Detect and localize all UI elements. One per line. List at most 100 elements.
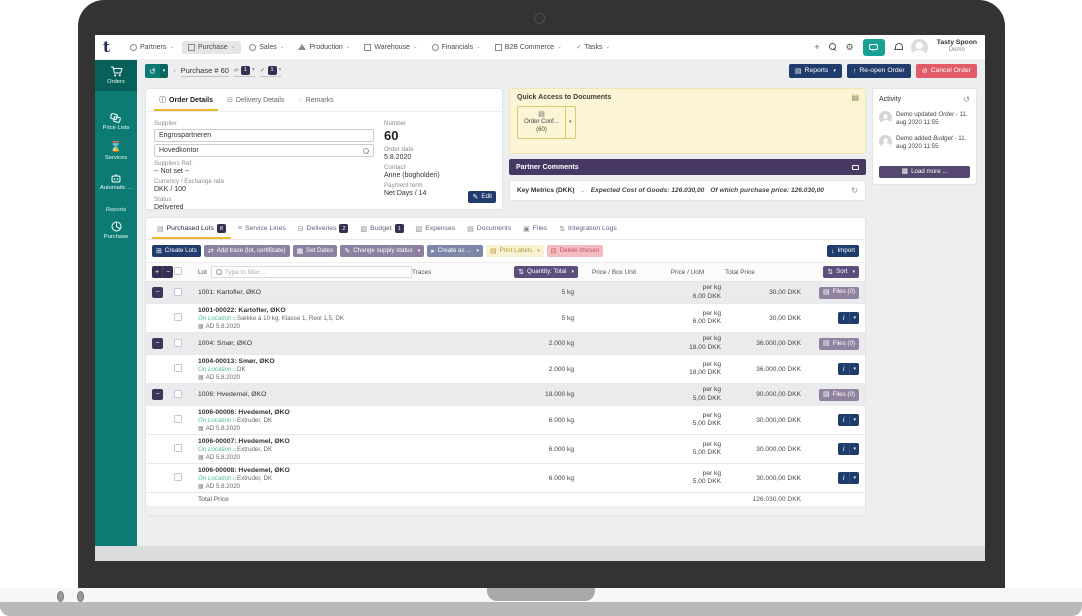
bell-icon[interactable] bbox=[893, 43, 903, 51]
lot-title[interactable]: 1006-00007: Hvedemel, ØKO bbox=[198, 437, 290, 445]
delete-chosen-button[interactable]: ⊟ Delete chosen bbox=[546, 245, 604, 257]
lot-title[interactable]: 1006-00008: Hvedemel, ØKO bbox=[198, 466, 290, 474]
row-checkbox[interactable] bbox=[174, 313, 182, 322]
create-as-button[interactable]: ▸ Create as ... ▾ bbox=[427, 245, 483, 257]
cancel-order-button[interactable]: ⊘ Cancel Order bbox=[915, 64, 977, 78]
sidebar-item-automatic[interactable]: Automatic ... bbox=[95, 167, 137, 197]
row-checkbox[interactable] bbox=[174, 444, 182, 453]
files-button[interactable]: ▤ Files (0) bbox=[819, 337, 859, 350]
import-button[interactable]: ↓ Import bbox=[826, 245, 859, 257]
user-menu[interactable]: Tasty Spoon Demo bbox=[936, 39, 977, 54]
row-checkbox[interactable] bbox=[174, 364, 182, 373]
edit-button[interactable]: ✎ Edit bbox=[468, 191, 496, 203]
row-checkbox[interactable] bbox=[174, 415, 182, 424]
sidebar-item-price-lists[interactable]: Price Lists bbox=[95, 107, 137, 137]
refresh-icon[interactable]: ↻ bbox=[851, 186, 858, 195]
trace-icon: ⇄ bbox=[207, 247, 214, 255]
tab-remarks[interactable]: ◌ Remarks bbox=[298, 96, 334, 104]
nav-item-tasks[interactable]: ✓ Tasks ⌄ bbox=[575, 43, 611, 51]
carousel-dot[interactable] bbox=[57, 591, 64, 602]
partner-comments-bar[interactable]: Partner Comments bbox=[509, 159, 866, 175]
row-checkbox[interactable] bbox=[174, 338, 182, 347]
load-more-button[interactable]: ▦ Load more ... bbox=[879, 165, 970, 178]
gear-icon[interactable]: ⚙ bbox=[845, 41, 854, 52]
link-badge: 1 bbox=[240, 65, 250, 75]
lot-title[interactable]: 1001-00022: Kartofler, ØKO bbox=[198, 306, 286, 314]
nav-item-sales[interactable]: Sales ⌄ bbox=[243, 41, 290, 54]
nav-item-production[interactable]: Production ⌄ bbox=[292, 41, 356, 54]
row-actions-button[interactable]: i ▾ bbox=[837, 443, 859, 456]
row-checkbox[interactable] bbox=[174, 473, 182, 482]
print-labels-button[interactable]: ▤ Print Labels ▾ bbox=[485, 245, 544, 257]
reopen-order-button[interactable]: ↑ Re-open Order bbox=[846, 64, 911, 78]
lot-title[interactable]: 1004: Smør, ØKO bbox=[198, 340, 253, 348]
breadcrumb[interactable]: Purchase # 60 bbox=[180, 65, 229, 77]
row-actions-button[interactable]: i ▾ bbox=[837, 414, 859, 427]
row-checkbox[interactable] bbox=[174, 287, 182, 296]
nav-item-warehouse[interactable]: Warehouse ⌄ bbox=[358, 41, 423, 54]
nav-item-purchase[interactable]: Purchase ⌄ bbox=[182, 40, 242, 54]
sort-button[interactable]: ⇅ Sort ▾ bbox=[823, 266, 859, 278]
expand-collapse-all-button[interactable]: + − bbox=[152, 266, 174, 278]
lot-title[interactable]: 1006-00006: Hvedemel, ØKO bbox=[198, 408, 290, 416]
chat-button[interactable] bbox=[862, 38, 885, 56]
tab-order-details[interactable]: ⓘ Order Details bbox=[154, 89, 218, 111]
tab-documents[interactable]: ▤ Documents bbox=[467, 225, 512, 233]
tab-integration-logs[interactable]: ⇅ Integration Logs bbox=[559, 225, 617, 233]
nav-item-b2b-commerce[interactable]: B2B Commerce ⌄ bbox=[489, 41, 568, 54]
sidebar-item-purchase[interactable]: Purchase bbox=[95, 215, 137, 246]
nav-item-financials[interactable]: Financials ⌄ bbox=[426, 41, 487, 54]
files-button[interactable]: ▤ Files (0) bbox=[819, 286, 859, 299]
search-icon[interactable] bbox=[828, 43, 837, 51]
row-actions-button[interactable]: i ▾ bbox=[837, 363, 859, 376]
brand-logo[interactable]: t bbox=[103, 38, 110, 56]
filter-input[interactable]: Type to filter ... bbox=[210, 266, 412, 278]
collapse-group-button[interactable]: − bbox=[152, 389, 163, 401]
undo-split-button[interactable]: ↺ ▾ bbox=[145, 64, 169, 78]
add-icon[interactable]: + bbox=[814, 41, 820, 52]
create-lots-button[interactable]: ⊞ Create Lots bbox=[152, 245, 201, 257]
add-trace-button[interactable]: ⇄ Add trace (lot, certificate) bbox=[203, 245, 290, 257]
nav-item-partners[interactable]: Partners ⌄ bbox=[124, 41, 180, 54]
row-actions-button[interactable]: i ▾ bbox=[837, 472, 859, 485]
document-icon: ▤ bbox=[467, 225, 474, 233]
cancel-icon: ⊘ bbox=[921, 67, 928, 75]
calendar-icon: ▦ bbox=[198, 323, 204, 330]
tab-files[interactable]: ▣ Files bbox=[523, 225, 548, 233]
user-avatar[interactable] bbox=[910, 38, 928, 56]
lot-title[interactable]: 1001: Kartofler, ØKO bbox=[198, 289, 262, 297]
tab-delivery-details[interactable]: ⊟ Delivery Details bbox=[226, 96, 285, 105]
linked-items-dropdown[interactable]: ∞ 1 ▾ bbox=[233, 65, 255, 77]
quantity-toggle-button[interactable]: ⇅ Quantity: Total ▾ bbox=[514, 266, 578, 278]
sidebar-item-services[interactable]: ⌛ Services bbox=[104, 142, 128, 162]
carousel-dot[interactable] bbox=[77, 591, 84, 602]
sidebar-item-orders[interactable]: Orders bbox=[95, 60, 137, 91]
tasks-dropdown[interactable]: ✓ 1 ▾ bbox=[259, 65, 282, 77]
tab-deliveries[interactable]: ⊟ Deliveries 2 bbox=[293, 218, 354, 239]
set-dates-button[interactable]: ▦ Set Dates bbox=[292, 245, 338, 257]
order-confirmation-button[interactable]: ▤ Order Conf... (60) ▾ bbox=[517, 106, 576, 139]
file-icon: ▤ bbox=[823, 340, 830, 348]
files-button[interactable]: ▤ Files (0) bbox=[819, 388, 859, 401]
document-icon[interactable]: ▤ bbox=[851, 93, 859, 102]
tab-expenses[interactable]: ▧ Expenses bbox=[415, 225, 456, 233]
collapse-group-button[interactable]: − bbox=[152, 287, 163, 299]
row-actions-button[interactable]: i ▾ bbox=[837, 312, 859, 325]
change-supply-status-button[interactable]: ✎ Change supply status ▾ bbox=[340, 245, 425, 257]
row-checkbox[interactable] bbox=[174, 389, 182, 398]
tab-purchased-lots[interactable]: ▤ Purchased Lots 8 bbox=[152, 218, 231, 239]
supplier-office-input[interactable]: Hovedkontor bbox=[154, 144, 374, 157]
total-price-cell: 30.000,00 DKK bbox=[756, 445, 801, 453]
reports-button[interactable]: ▤ Reports ▾ bbox=[788, 64, 842, 78]
collapse-group-button[interactable]: − bbox=[152, 338, 163, 350]
tab-service-lines[interactable]: ≡ Service Lines bbox=[237, 225, 286, 232]
sidebar-item-reports[interactable]: Reports bbox=[105, 207, 127, 213]
select-all-checkbox[interactable] bbox=[174, 267, 182, 275]
chevron-down-icon[interactable]: ⌄ bbox=[580, 187, 585, 194]
history-icon[interactable]: ↺ bbox=[963, 95, 970, 104]
tab-budget[interactable]: ▧ Budget 1 bbox=[355, 218, 408, 239]
lot-title[interactable]: 1006: Hvedemel, ØKO bbox=[198, 391, 267, 399]
warehouse-icon: ⌂ bbox=[232, 475, 236, 482]
supplier-input[interactable]: Engrospartneren bbox=[154, 129, 374, 142]
lot-title[interactable]: 1004-00013: Smør, ØKO bbox=[198, 357, 275, 365]
